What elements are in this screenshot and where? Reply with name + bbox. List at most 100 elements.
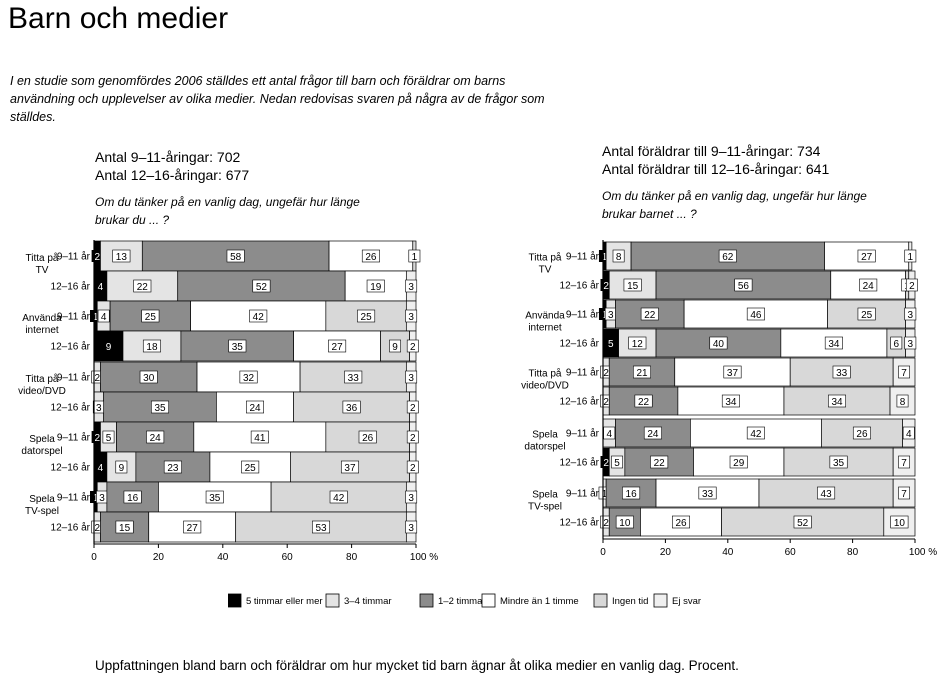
value-label: 25 (861, 310, 873, 321)
value-label: 22 (644, 310, 656, 321)
value-label: 9 (392, 342, 398, 353)
value-label-box (239, 370, 258, 384)
category-label: video/DVD (521, 381, 569, 392)
category-label: Spela (29, 494, 55, 505)
value-label-box (852, 426, 871, 440)
value-label-box (598, 250, 611, 262)
value-label: 2 (603, 281, 609, 292)
value-label-box (406, 339, 419, 353)
value-label: 4 (98, 282, 104, 293)
value-label-box (898, 365, 910, 379)
age-label: 12–16 år (560, 396, 600, 408)
value-label: 9 (119, 463, 125, 474)
value-label: 2 (410, 433, 416, 444)
category-label: Titta på (529, 368, 562, 380)
value-label-box (94, 461, 107, 473)
value-label: 12 (632, 339, 644, 350)
value-label-box (183, 520, 202, 534)
value-label: 5 (614, 458, 620, 469)
category-label: Titta på (26, 252, 59, 264)
x-tick-label: 0 (91, 552, 97, 563)
value-label-box (151, 400, 170, 414)
value-label-box (90, 491, 102, 503)
value-label: 58 (230, 252, 242, 263)
value-label-box (734, 278, 753, 292)
value-label: 37 (344, 463, 356, 474)
category-label: TV (36, 265, 49, 276)
value-label-box (709, 336, 728, 350)
category-label: Använda (525, 311, 565, 322)
value-label-box (746, 307, 765, 321)
value-label-box (890, 515, 909, 529)
value-label: 2 (410, 403, 416, 414)
value-label-box (746, 426, 765, 440)
value-label-box (406, 400, 419, 414)
value-label-box (643, 426, 662, 440)
value-label-box (123, 490, 142, 504)
legend-swatch-5+ (228, 593, 242, 608)
category-label: internet (528, 323, 562, 334)
value-label-box (859, 278, 878, 292)
value-label-box (640, 307, 659, 321)
value-label: 56 (738, 281, 750, 292)
value-label-box (832, 365, 851, 379)
value-label-box (328, 339, 347, 353)
value-label-box (829, 455, 848, 469)
category-label: Spela (532, 490, 558, 501)
value-label: 3 (608, 310, 614, 321)
x-tick-label: 100 % (909, 547, 937, 558)
value-label-box (406, 430, 419, 444)
value-label: 26 (675, 518, 687, 529)
value-label: 10 (619, 518, 631, 529)
age-label: 12–16 år (560, 338, 600, 350)
value-label: 1 (908, 252, 914, 263)
value-label: 27 (861, 252, 873, 263)
value-label-box (205, 490, 224, 504)
category-label: datorspel (524, 442, 565, 453)
value-label-box (146, 430, 165, 444)
legend-label-none: Ingen tid (612, 596, 648, 607)
value-label-box (600, 279, 612, 291)
value-label-box (389, 339, 401, 353)
value-label: 40 (713, 339, 725, 350)
value-label: 4 (101, 312, 107, 323)
value-label: 9 (106, 342, 112, 353)
legend-label-5+: 5 timmar eller mer (246, 596, 323, 607)
value-label-box (112, 249, 131, 263)
value-label: 6 (893, 339, 899, 350)
value-label: 62 (722, 252, 734, 263)
right-count-12-16: Antal föräldrar till 12–16-åringar: 641 (602, 161, 830, 177)
right-count-9-11: Antal föräldrar till 9–11-åringar: 734 (602, 143, 821, 159)
value-label: 2 (909, 281, 915, 292)
value-label: 2 (603, 518, 609, 529)
value-label: 25 (361, 312, 373, 323)
age-label: 9–11 år (566, 309, 600, 321)
value-label-box (405, 520, 418, 534)
value-label-box (650, 455, 669, 469)
value-label: 2 (603, 397, 609, 408)
value-label: 23 (167, 463, 179, 474)
value-label: 18 (146, 342, 158, 353)
value-label: 2 (603, 458, 609, 469)
value-label-box (824, 336, 843, 350)
legend-label-lt1: Mindre än 1 timme (500, 596, 579, 607)
value-label-box (115, 520, 134, 534)
legend-swatch-lt1 (481, 593, 496, 608)
value-label: 3 (408, 493, 414, 504)
category-label: video/DVD (18, 386, 66, 397)
value-label-box (723, 365, 742, 379)
category-label: Spela (532, 430, 558, 441)
value-label: 2 (94, 433, 100, 444)
value-label-box (91, 250, 103, 262)
value-label-box (898, 486, 910, 500)
value-label-box (890, 336, 903, 350)
value-label: 1 (93, 493, 99, 504)
value-label-box (598, 308, 611, 320)
x-tick-label: 100 % (410, 552, 438, 563)
value-label-box (133, 279, 152, 293)
value-label: 52 (256, 282, 268, 293)
value-label: 1 (602, 252, 608, 263)
value-label-box (340, 460, 359, 474)
